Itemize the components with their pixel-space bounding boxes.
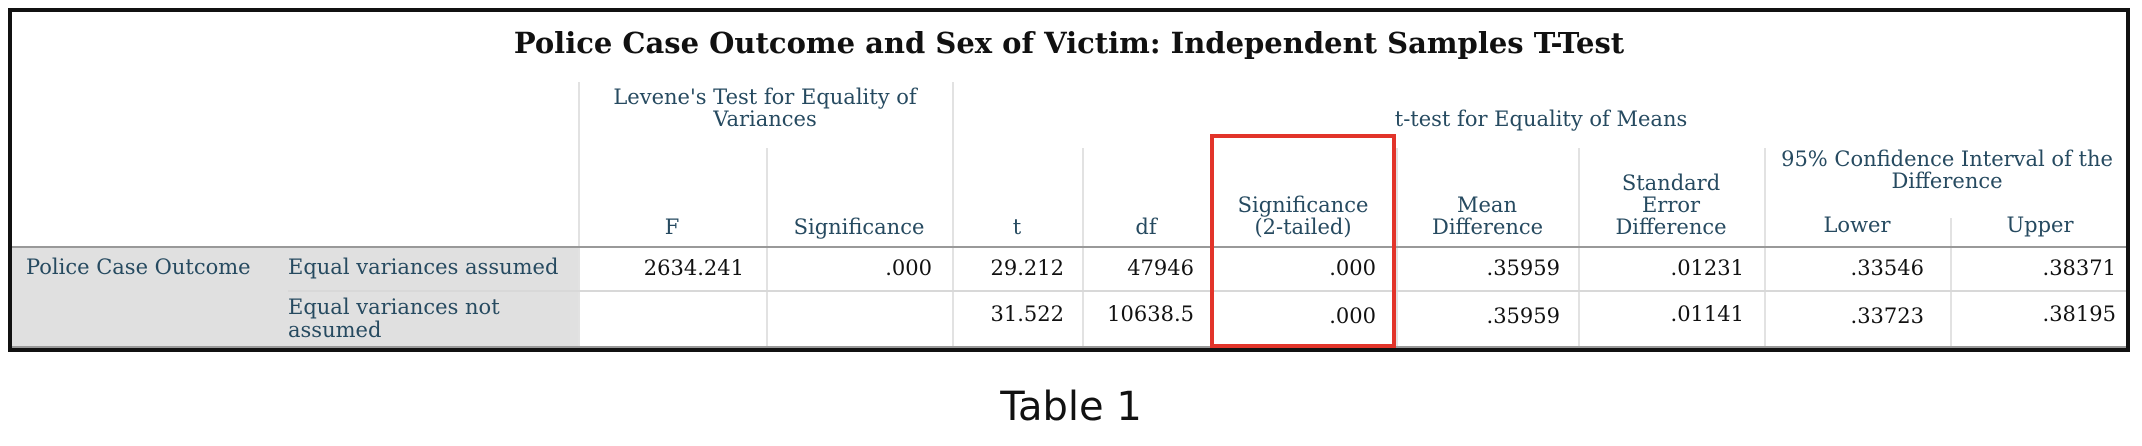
col-header-mean-diff: Mean Difference	[1432, 193, 1544, 239]
grid-line	[952, 82, 954, 348]
cell-upper: .38371	[2042, 256, 2116, 280]
grid-line	[578, 82, 580, 348]
row-label-assumed: Equal variances assumed	[288, 255, 559, 279]
cell-df: 10638.5	[1107, 302, 1194, 326]
col-header-t: t	[1012, 215, 1022, 239]
cell-se-diff: .01231	[1670, 256, 1744, 280]
col-header-sig-2tailed: Significance (2-tailed)	[1237, 193, 1369, 239]
levene-header: Levene's Test for Equality of Variances	[613, 85, 917, 131]
table-title: Police Case Outcome and Sex of Victim: I…	[513, 26, 1625, 60]
table-caption: Table 1	[1000, 384, 1142, 430]
bottom-rule	[12, 346, 2126, 348]
grid-line	[766, 148, 768, 348]
cell-lower: .33546	[1850, 256, 1924, 280]
col-header-upper: Upper	[2006, 213, 2074, 237]
cell-t: 31.522	[990, 302, 1064, 326]
cell-se-diff: .01141	[1670, 302, 1744, 326]
cell-f: 2634.241	[643, 256, 744, 280]
col-header-levene-sig: Significance	[793, 215, 925, 239]
cell-df: 47946	[1127, 256, 1194, 280]
col-header-df: df	[1135, 215, 1157, 239]
row-group-label: Police Case Outcome	[26, 255, 251, 279]
grid-line	[1396, 148, 1398, 348]
cell-sig-2tailed: .000	[1329, 256, 1376, 280]
cell-sig-2tailed: .000	[1329, 304, 1376, 328]
col-header-f: F	[664, 215, 680, 239]
cell-t: 29.212	[990, 256, 1064, 280]
row-label-stub	[12, 246, 578, 348]
grid-line	[1764, 148, 1766, 348]
cell-mean-diff: .35959	[1486, 304, 1560, 328]
col-header-lower: Lower	[1823, 213, 1891, 237]
cell-levene-sig: .000	[885, 256, 932, 280]
cell-upper: .38195	[2042, 302, 2116, 326]
cell-mean-diff: .35959	[1486, 256, 1560, 280]
ci-header: 95% Confidence Interval of the Differenc…	[1781, 147, 2113, 193]
t-test-table: Police Case Outcome and Sex of Victim: I…	[8, 8, 2130, 352]
grid-line	[1082, 148, 1084, 348]
row-rule	[288, 290, 2126, 292]
cell-lower: .33723	[1850, 304, 1924, 328]
header-rule	[12, 246, 2126, 248]
highlight-box	[1210, 134, 1396, 348]
col-header-se-diff: Standard Error Difference	[1615, 171, 1727, 239]
grid-line	[1578, 148, 1580, 348]
row-label-not-assumed: Equal variances not assumed	[288, 295, 500, 342]
grid-line	[1950, 218, 1952, 348]
ttest-header: t-test for Equality of Means	[1394, 107, 1688, 131]
